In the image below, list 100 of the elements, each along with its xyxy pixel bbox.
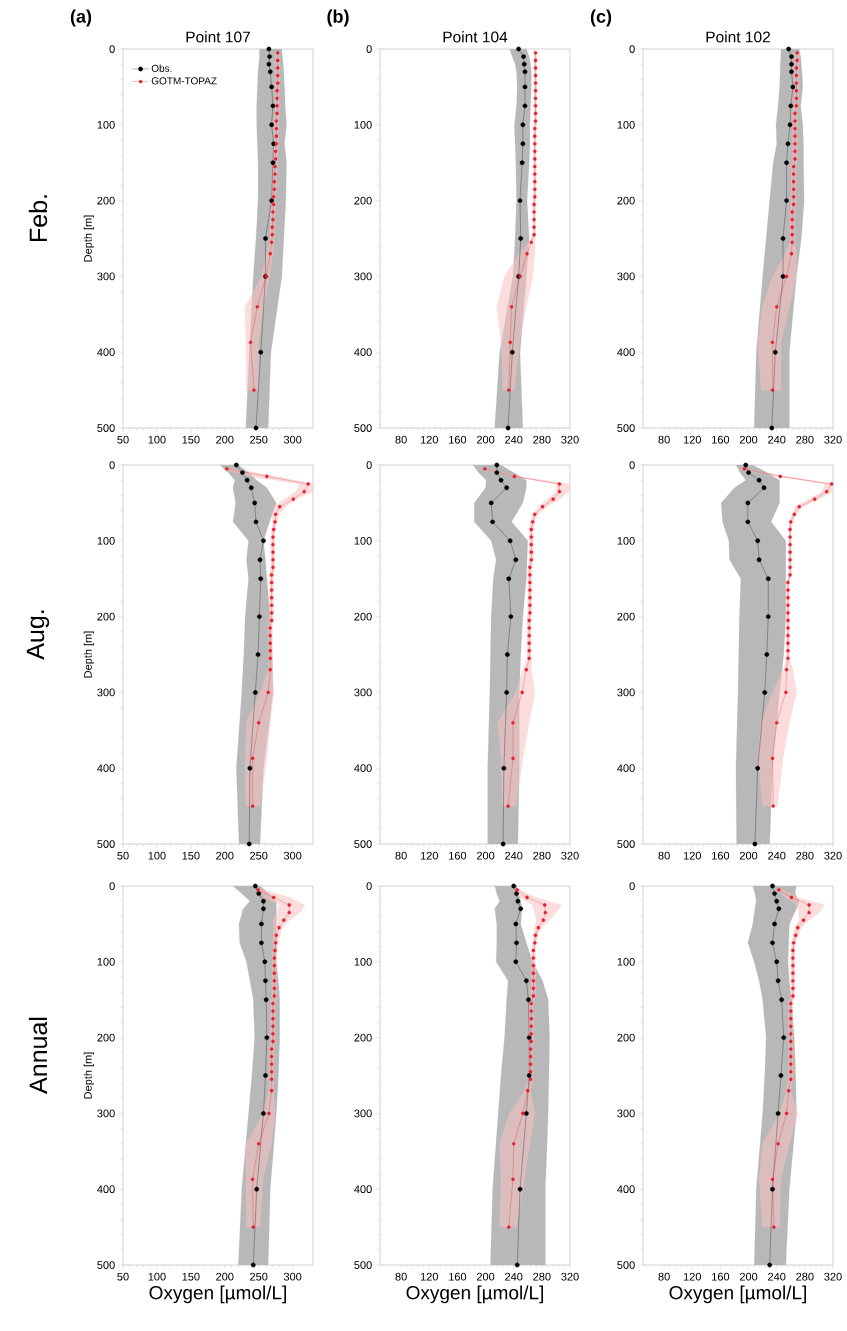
y-tick-label: 0	[629, 882, 635, 890]
x-tick-label: 250	[250, 1272, 268, 1281]
y-tick-label: 100	[354, 957, 372, 966]
text: Annual	[28, 1017, 48, 1094]
x-tick-label: 320	[561, 851, 579, 860]
x-axis-title: Oxygen [µmol/L]	[406, 1285, 543, 1304]
y-tick-label: 200	[354, 1033, 372, 1042]
y-tick-label: 400	[97, 764, 115, 773]
x-tick-label: 50	[117, 1272, 129, 1281]
y-tick-label: 100	[97, 957, 115, 966]
chart-title: Point 104	[443, 31, 508, 43]
y-tick-label: 100	[97, 536, 115, 545]
y-axis-title: Depth [m]	[83, 1052, 94, 1099]
x-tick-label: 300	[283, 851, 302, 860]
chart-title: Point 102	[706, 31, 770, 43]
x-tick-label: 80	[395, 851, 407, 860]
x-tick-label: 160	[712, 1272, 730, 1281]
x-tick-label: 50	[117, 851, 129, 860]
x-tick-label: 280	[796, 851, 814, 860]
y-axis-title: Depth [m]	[83, 215, 94, 262]
y-tick-label: 0	[366, 882, 372, 890]
y-tick-label: 0	[366, 45, 372, 53]
x-tick-label: 120	[683, 1272, 701, 1281]
chart-title: Point 107	[186, 31, 250, 43]
x-tick-label: 160	[712, 435, 730, 444]
y-tick-label: 200	[354, 612, 372, 621]
x-tick-label: 160	[712, 851, 730, 860]
y-tick-label: 400	[97, 348, 115, 357]
legend-label: Obs.	[151, 64, 172, 72]
x-tick-label: 100	[148, 435, 166, 444]
y-tick-label: 100	[97, 120, 115, 129]
x-tick-label: 160	[449, 435, 467, 444]
x-tick-label: 150	[182, 851, 200, 860]
x-tick-label: 200	[739, 435, 758, 444]
x-tick-label: 200	[739, 851, 758, 860]
y-tick-label: 300	[617, 272, 635, 281]
x-tick-label: 80	[658, 851, 670, 860]
x-tick-label: 240	[768, 435, 786, 444]
x-tick-label: 80	[658, 435, 670, 444]
x-tick-label: 320	[824, 1272, 842, 1281]
text: Aug.	[26, 610, 50, 660]
y-tick-label: 400	[354, 764, 372, 773]
x-tick-label: 120	[420, 1272, 438, 1281]
x-tick-label: 250	[250, 435, 268, 444]
y-tick-label: 500	[97, 1261, 115, 1269]
x-tick-label: 240	[505, 435, 523, 444]
x-tick-label: 320	[561, 1272, 579, 1281]
y-tick-label: 500	[617, 1261, 635, 1269]
y-tick-label: 200	[97, 1033, 115, 1042]
x-tick-label: 240	[505, 1272, 523, 1281]
x-tick-label: 50	[117, 435, 129, 444]
y-tick-label: 0	[629, 45, 635, 53]
x-tick-label: 120	[420, 435, 438, 444]
x-tick-label: 320	[561, 435, 579, 444]
y-tick-label: 200	[617, 612, 635, 621]
x-tick-label: 200	[216, 851, 234, 860]
x-tick-label: 280	[533, 851, 551, 860]
y-tick-label: 500	[617, 840, 635, 848]
y-tick-label: 500	[617, 424, 635, 432]
x-tick-label: 300	[283, 435, 302, 444]
y-tick-label: 100	[354, 536, 372, 545]
y-tick-label: 300	[617, 1109, 635, 1118]
x-tick-label: 200	[476, 1272, 495, 1281]
x-tick-label: 240	[768, 851, 786, 860]
y-tick-label: 400	[617, 348, 635, 357]
x-tick-label: 300	[283, 1272, 302, 1281]
y-tick-label: 100	[354, 120, 372, 129]
y-tick-label: 0	[109, 461, 115, 469]
x-tick-label: 240	[768, 1272, 786, 1281]
y-tick-label: 400	[354, 1185, 372, 1194]
x-tick-label: 250	[250, 851, 268, 860]
x-tick-label: 80	[658, 1272, 670, 1281]
y-tick-label: 200	[97, 612, 115, 621]
y-tick-label: 300	[354, 688, 372, 697]
y-tick-label: 300	[617, 688, 635, 697]
y-tick-label: 300	[97, 1109, 115, 1118]
text: (b)	[327, 9, 349, 27]
x-tick-label: 200	[216, 1272, 234, 1281]
y-tick-label: 500	[354, 840, 372, 848]
y-tick-label: 200	[617, 196, 635, 205]
x-tick-label: 100	[148, 1272, 166, 1281]
y-tick-label: 400	[617, 1185, 635, 1194]
x-tick-label: 280	[533, 1272, 551, 1281]
x-tick-label: 120	[683, 435, 701, 444]
y-tick-label: 0	[109, 45, 115, 53]
y-tick-label: 200	[617, 1033, 635, 1042]
x-tick-label: 200	[476, 435, 495, 444]
x-tick-label: 120	[683, 851, 701, 860]
x-tick-label: 320	[824, 851, 842, 860]
x-tick-label: 280	[533, 435, 551, 444]
y-tick-label: 300	[97, 272, 115, 281]
y-tick-label: 0	[629, 461, 635, 469]
y-tick-label: 100	[617, 536, 635, 545]
x-tick-label: 200	[216, 435, 234, 444]
y-tick-label: 0	[109, 882, 115, 890]
y-tick-label: 300	[354, 272, 372, 281]
x-tick-label: 320	[824, 435, 842, 444]
text: (c)	[590, 9, 612, 27]
x-tick-label: 280	[796, 1272, 814, 1281]
y-tick-label: 400	[97, 1185, 115, 1194]
